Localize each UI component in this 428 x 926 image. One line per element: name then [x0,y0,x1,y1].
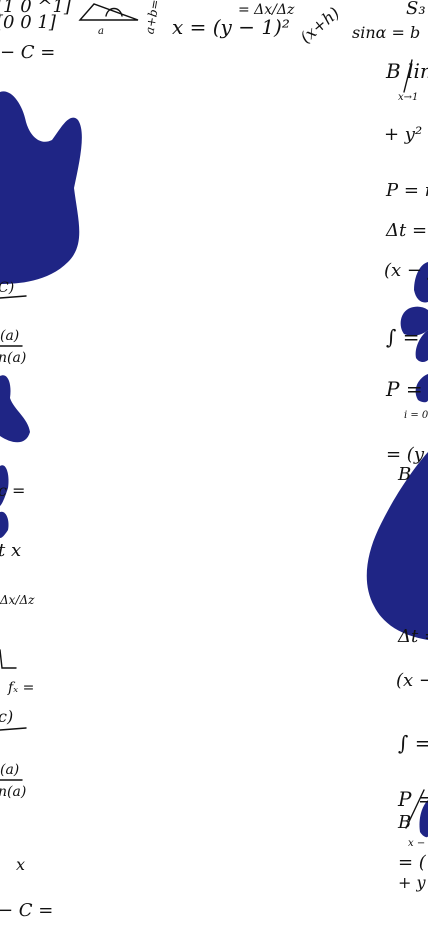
formula-sin-a: sinα = b [352,23,420,42]
formula-a-frac-den: n(a) [0,350,26,366]
top-formulas: [1 0 ^1] [0 0 1] − C = a a+b=c x = (y − … [0,0,426,63]
formula-dx-dz: Δx/Δz [0,593,35,607]
formula-y-sq: + y² = [384,124,428,145]
formula-delta-t: Δt = [385,220,427,241]
blank-center-area [70,300,360,720]
formula-integral: ∫ = [386,325,420,349]
triangle-sketch [78,3,139,21]
formula-x-arrow: x − [408,838,425,849]
formula-a2-den: n(a) [0,784,26,800]
blue-blobs [0,91,428,838]
blob-left-2 [0,465,9,506]
formula-a2-num: (a) [0,762,19,778]
formula-matrix-row1: [1 0 ^1] [0,0,72,17]
formula-p-r: P = r² [385,180,428,201]
formula-fx-eq: fₓ = [7,680,34,696]
formula-eq-y: = (y − [386,444,428,465]
svg-text:a+b=c: a+b=c [142,0,163,35]
formula-c-eq-2: − C = [0,900,53,921]
formula-sum-sub: i = 0 [404,410,428,421]
blob-left-1 [0,375,30,443]
formula-lim: B lim [385,59,428,83]
blob-right-4 [415,374,428,403]
formula-x-plus-h: (x+h) [296,3,343,47]
blob-right-3 [415,330,428,362]
blob-top-left [0,91,82,284]
blob-left-3 [0,511,9,538]
blob-large-right [366,452,428,640]
formula-c-top: C) [0,280,14,296]
formula-x-minus-y: (x − y [384,260,428,281]
formula-p-sum: P = Σ [385,377,428,401]
formula-t-x: t x [0,540,21,561]
right-formulas: B lim x→1 + y² = P = r² Δt = (x − y ∫ = … [384,59,428,892]
formula-delta-t-2: Δt = [397,626,428,647]
blob-bottom-right [419,800,428,838]
formula-delta-frac: = Δx/Δz [238,2,295,18]
blob-right-1 [414,262,428,303]
formula-s3: S₃ [406,0,426,19]
formula-matrix-row2: [0 0 1] [0,12,57,33]
formula-c-paren: c) [0,707,13,726]
formula-b-letter: B [397,464,411,485]
blob-right-2 [400,306,428,336]
formula-a-frac-num: (a) [0,328,19,344]
formula-x-letter: x [16,855,25,874]
formula-c-eq-1: c = [0,481,25,500]
formula-x-eq: x = (y − 1)² [172,15,290,39]
svg-text:a: a [98,26,104,37]
formula-lim-sub: x→1 [398,92,418,103]
left-formulas: C) (a) n(a) c = t x Δx/Δz fₓ = c) (a) n(… [0,280,53,921]
formula-integral-2: ∫ = [398,731,428,755]
formula-eq-paren: = ( [398,852,427,873]
formula-plus-y: + y [398,873,426,892]
formula-x-minus-2: (x − [396,670,428,691]
formula-b-2: B [397,812,411,833]
formula-c-eq-top: − C = [0,42,55,63]
